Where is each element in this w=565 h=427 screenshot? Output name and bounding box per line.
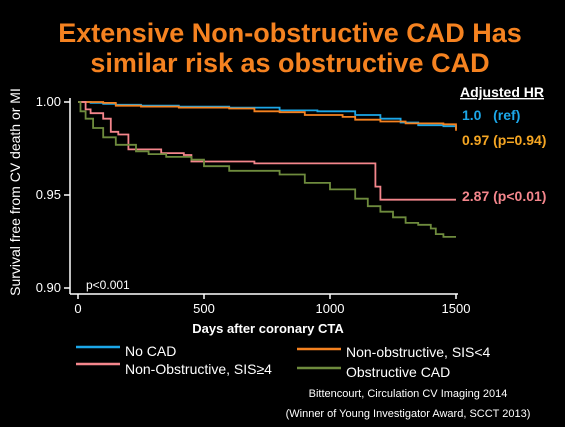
chart-ticks: 0 500 1000 1500 0.90 0.95 1.00 <box>36 94 471 316</box>
y-tick-label: 1.00 <box>36 94 61 109</box>
citation-line-2: (Winner of Young Investigator Award, SCC… <box>286 408 531 420</box>
x-tick-label: 0 <box>74 301 81 316</box>
chart-axes <box>69 98 458 295</box>
x-axis-label: Days after coronary CTA <box>192 321 344 336</box>
chart-legend: No CAD Non-obstructive, SIS<4 Non-Obstru… <box>76 343 491 380</box>
hr-value-nonobstructive-sis-ge4: 2.87 (p<0.01) <box>462 188 546 204</box>
x-tick-label: 1500 <box>442 301 471 316</box>
p-value-annotation: p<0.001 <box>86 278 130 292</box>
legend-label-no-cad: No CAD <box>125 343 176 359</box>
y-tick-label: 0.90 <box>36 280 61 295</box>
series-line-nonobstructive-sis-ge4 <box>78 101 456 201</box>
x-tick-label: 1000 <box>316 301 345 316</box>
y-tick-label: 0.95 <box>36 187 61 202</box>
legend-label-nonobstructive-sis-ge4: Non-Obstructive, SIS≥4 <box>125 361 272 377</box>
slide-title-line-1: Extensive Non-obstructive CAD Has <box>58 18 522 48</box>
chart-series-lines <box>78 101 457 238</box>
hr-value-nonobstructive-sis-lt4: 0.97 (p=0.94) <box>462 132 546 148</box>
y-axis-label: Survival free from CV death or MI <box>7 88 23 296</box>
x-tick-label: 500 <box>193 301 215 316</box>
legend-label-nonobstructive-sis-lt4: Non-obstructive, SIS<4 <box>346 344 491 360</box>
series-line-nonobstructive-sis-lt4 <box>78 101 457 131</box>
slide-title-line-2: similar risk as obstructive CAD <box>90 48 489 78</box>
citation-line-1: Bittencourt, Circulation CV Imaging 2014 <box>309 388 508 400</box>
hr-value-no-cad: 1.0 (ref) <box>462 107 520 123</box>
hr-panel-header: Adjusted HR <box>460 84 544 100</box>
legend-label-obstructive-cad: Obstructive CAD <box>346 364 450 380</box>
series-line-obstructive-cad <box>78 101 456 238</box>
